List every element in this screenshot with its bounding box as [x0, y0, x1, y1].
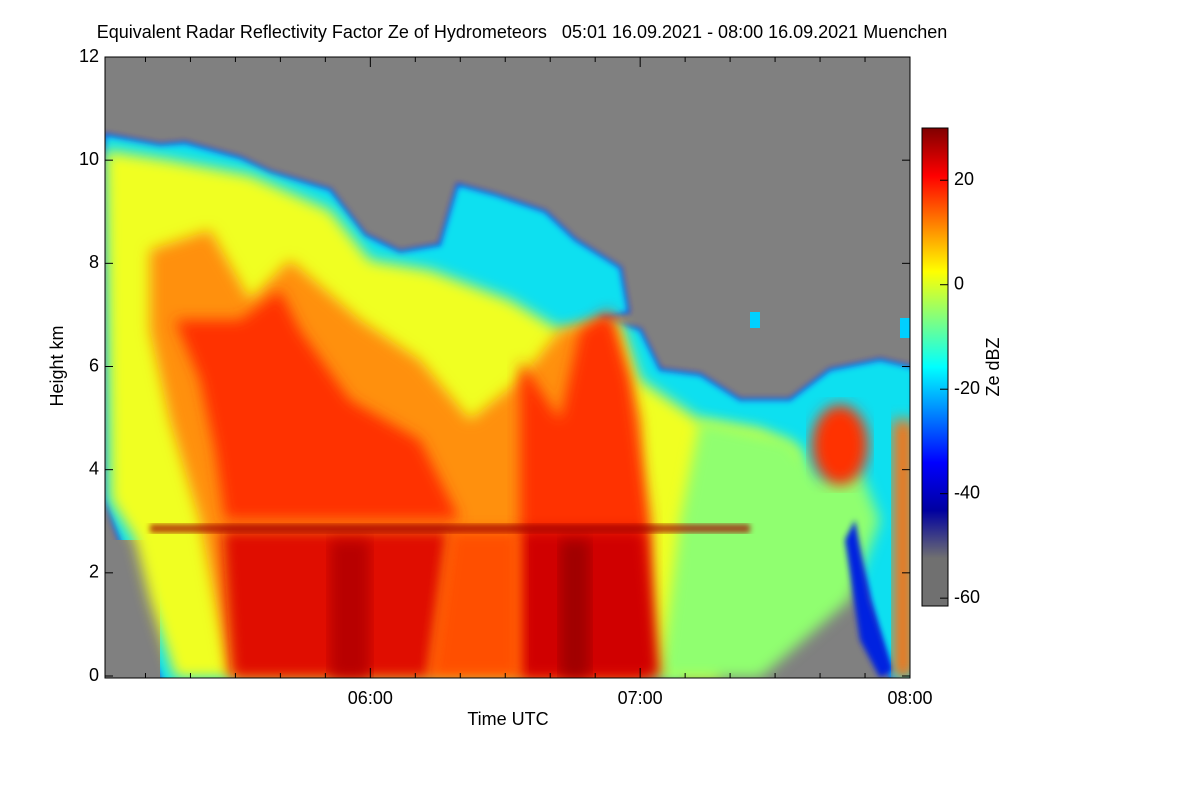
y-tick-label: 6	[89, 355, 99, 375]
heatmap-field	[105, 57, 910, 678]
colorbar-tick-label: 0	[954, 273, 964, 293]
y-tick-label: 12	[79, 46, 99, 66]
y-tick-label: 8	[89, 252, 99, 272]
y-tick-label: 0	[89, 665, 99, 685]
colorbar-tick-label: -60	[954, 587, 980, 607]
plot-frame	[104, 56, 911, 679]
x-tick-label: 08:00	[887, 688, 932, 708]
colorbar-tick-label: 20	[954, 169, 974, 189]
y-tick-label: 10	[79, 149, 99, 169]
colorbar	[921, 127, 949, 607]
y-tick-label: 2	[89, 562, 99, 582]
x-tick-label: 06:00	[348, 688, 393, 708]
chart-title: Equivalent Radar Reflectivity Factor Ze …	[97, 22, 948, 42]
colorbar-tick-label: -40	[954, 482, 980, 502]
x-axis-label: Time UTC	[467, 709, 548, 729]
y-axis-label: Height km	[47, 325, 67, 406]
x-tick-label: 07:00	[618, 688, 663, 708]
colorbar-tick-label: -20	[954, 378, 980, 398]
y-tick-label: 4	[89, 458, 99, 478]
colorbar-label: Ze dBZ	[983, 337, 1003, 396]
